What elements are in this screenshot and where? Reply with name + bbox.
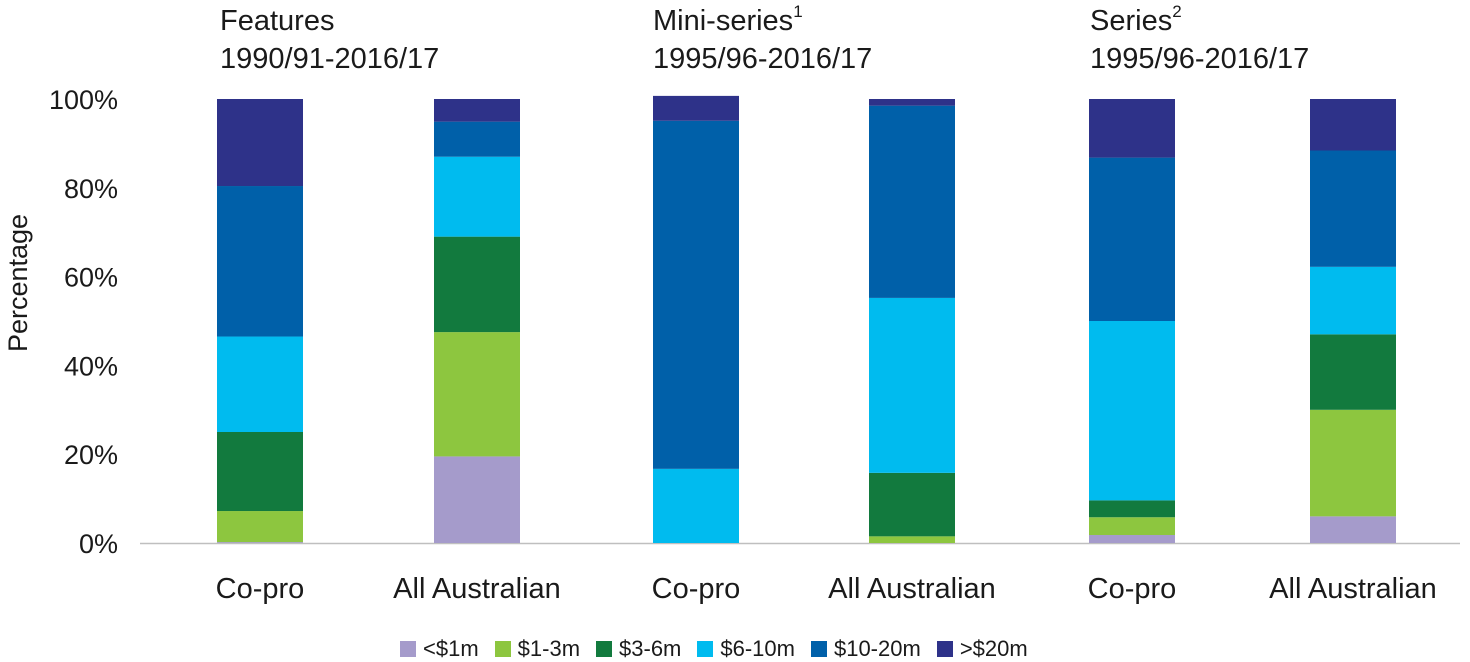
group-title-footnote: 2 — [1172, 2, 1182, 22]
bar-segment — [869, 99, 955, 106]
legend-swatch — [810, 641, 827, 657]
legend-swatch — [400, 641, 416, 657]
bar-segment — [1089, 321, 1175, 501]
bar-segment — [217, 432, 303, 512]
legend-swatch — [936, 641, 953, 657]
bar-segment — [1310, 334, 1396, 410]
y-tick-label: 40% — [64, 351, 118, 381]
legend-swatch — [494, 641, 511, 657]
bar-segment — [1310, 99, 1396, 151]
legend-label: $3-6m — [619, 636, 682, 661]
y-tick-label: 20% — [64, 440, 118, 470]
bar-segment — [1310, 150, 1396, 267]
y-axis-title: Percentage — [3, 214, 33, 352]
legend-swatch — [697, 641, 714, 657]
legend-item: $1-3m — [494, 636, 581, 662]
bar-segment — [869, 297, 955, 473]
bar-segment — [1310, 516, 1396, 543]
legend-item: $3-6m — [596, 636, 681, 662]
x-tick-label: All Australian — [1269, 573, 1437, 605]
bar-segment — [1310, 409, 1396, 517]
group-title-text: Mini-series — [653, 5, 794, 37]
group-title-text: Series — [1090, 5, 1173, 37]
legend-swatch — [596, 641, 613, 657]
bar-segment — [217, 186, 303, 337]
group-title-text: Features — [220, 5, 335, 37]
x-tick-label: Co-pro — [652, 573, 741, 605]
legend-item: <$1m — [400, 636, 479, 662]
group-title-series: Series2 1995/96-2016/17 — [1090, 2, 1309, 78]
legend-item: $10-20m — [810, 636, 921, 662]
bar-segment — [1310, 266, 1396, 335]
bar-segment — [434, 99, 520, 122]
bar-segment — [1089, 99, 1175, 158]
x-tick-label: All Australian — [393, 573, 561, 605]
bar-segment — [653, 95, 739, 121]
bar-segment — [869, 536, 955, 543]
bar-segment — [434, 456, 520, 543]
bar-segment — [1089, 500, 1175, 518]
x-tick-label: All Australian — [828, 573, 996, 605]
legend-item: >$20m — [936, 636, 1028, 662]
bar-segment — [1089, 517, 1175, 536]
x-tick-label: Co-pro — [1088, 573, 1177, 605]
y-tick-label: 80% — [64, 174, 118, 204]
y-axis: 0% 20% 40% 60% 80% 100% — [49, 85, 1460, 559]
x-tick-label: Co-pro — [216, 573, 305, 605]
legend-label: >$20m — [959, 636, 1028, 661]
bar-segment — [434, 332, 520, 457]
y-tick-label: 60% — [64, 263, 118, 293]
bar-segment — [217, 542, 303, 543]
y-tick-label: 100% — [49, 85, 118, 115]
chart-legend: <$1m $1-3m $3-6m $6-10m $10-20m >$20m — [400, 636, 1028, 662]
group-title-mini-series: Mini-series1 1995/96-2016/17 — [653, 2, 872, 78]
legend-label: $6-10m — [720, 636, 795, 661]
bar-segment — [217, 511, 303, 543]
bar-segment — [434, 121, 520, 157]
bar-segment — [1089, 535, 1175, 543]
group-subtitle: 1990/91-2016/17 — [220, 43, 440, 75]
bar-segment — [217, 99, 303, 187]
group-title-footnote: 1 — [793, 2, 803, 22]
bar-segment — [434, 236, 520, 333]
bars — [217, 95, 1396, 543]
group-title-features: Features 1990/91-2016/17 — [220, 2, 439, 78]
bar-segment — [869, 105, 955, 298]
legend-label: $1-3m — [517, 636, 581, 661]
legend-label: <$1m — [423, 636, 479, 661]
y-tick-label: 0% — [79, 529, 118, 559]
bar-segment — [653, 468, 739, 543]
legend-item: $6-10m — [697, 636, 795, 662]
group-subtitle: 1995/96-2016/17 — [1090, 43, 1310, 75]
group-subtitle: 1995/96-2016/17 — [653, 43, 873, 75]
bar-segment — [653, 120, 739, 469]
bar-segment — [869, 472, 955, 537]
bar-segment — [1089, 157, 1175, 321]
x-axis: Co-pro All Australian Co-pro All Australian… — [216, 573, 1437, 605]
bar-segment — [434, 156, 520, 237]
bar-segment — [217, 336, 303, 432]
legend-label: $10-20m — [833, 636, 921, 661]
